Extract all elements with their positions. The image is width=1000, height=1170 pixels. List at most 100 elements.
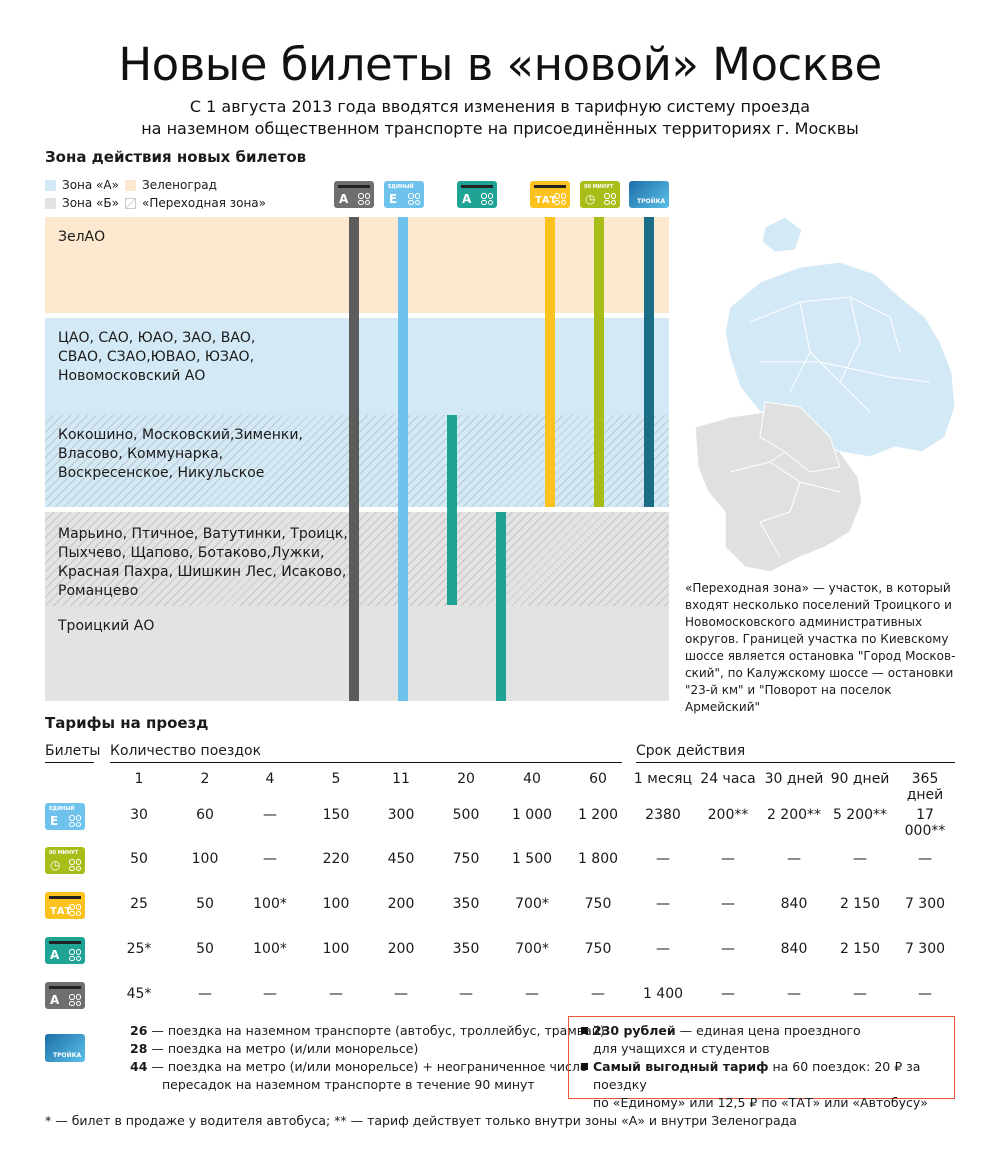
tariff-cell: 100: [322, 896, 350, 912]
tariff-cell: —: [263, 986, 277, 1002]
tariff-cell: 45*: [126, 986, 152, 1002]
troika-card-icon: ТРОЙКА: [45, 1034, 85, 1062]
band-label-zelao: ЗелАО: [58, 229, 106, 245]
col-validity: Срок действия: [636, 743, 746, 759]
tariff-cell: —: [721, 851, 735, 867]
subtitle-line-1: С 1 августа 2013 года вводятся изменения…: [189, 97, 811, 116]
tariff-cell: 750: [584, 941, 612, 957]
legend-zone-b: Зона «Б»: [45, 196, 119, 210]
tariff-cell: —: [918, 851, 932, 867]
troika-line-2: 28 — поездка на метро (и/или монорельсе): [130, 1041, 419, 1056]
tariff-cell: 300: [387, 807, 415, 823]
tariff-cell: 25*: [126, 941, 152, 957]
bar-teal-2: [496, 512, 506, 701]
tariff-cell: 100: [322, 941, 350, 957]
band-label-troitsky: Троицкий АО: [58, 618, 155, 634]
row-teal-icon: A: [45, 937, 85, 964]
row-minut-icon: 90 МИНУТ ◷: [45, 847, 85, 874]
tariff-cell: 200: [387, 941, 415, 957]
bar-edinyi: [398, 217, 408, 701]
tariff-cell: 1 400: [642, 986, 684, 1002]
troika-line-4: пересадок на наземном транспорте в течен…: [162, 1077, 535, 1092]
tariff-cell: 350: [452, 941, 480, 957]
tariff-cell: —: [394, 986, 408, 1002]
tariff-cell: 840: [780, 941, 808, 957]
legend-zone-a: Зона «А»: [45, 178, 119, 192]
legend-zelenograd: Зеленоград: [125, 178, 217, 192]
tariff-cell: 2380: [645, 807, 681, 823]
tariff-cell: 150: [322, 807, 350, 823]
subtitle-line-2: на наземном общественном транспорте на п…: [141, 119, 859, 138]
card-edinyi-icon: ЕДИНЫЙ E: [384, 181, 424, 208]
col-trips: Количество поездок: [110, 743, 262, 759]
col-header: 30 дней: [764, 771, 824, 787]
col-tickets: Билеты: [45, 743, 101, 759]
col-header: 5: [331, 771, 341, 787]
tariff-cell: 30: [130, 807, 148, 823]
tariff-cell: 700*: [515, 896, 549, 912]
col-header: 11: [392, 771, 410, 787]
troika-line-1: 26 — поездка на наземном транспорте (авт…: [130, 1023, 605, 1038]
tariff-cell: 1 500: [511, 851, 553, 867]
col-header: 40: [523, 771, 541, 787]
col-header: 4: [265, 771, 275, 787]
card-tat-icon: ТАТ: [530, 181, 570, 208]
band-label-transition-a: Кокошино, Московский,Зименки, Власово, К…: [58, 427, 303, 481]
col-header: 90 дней: [830, 771, 890, 787]
tariff-cell: —: [721, 941, 735, 957]
tariff-cell: 450: [387, 851, 415, 867]
tariff-cell: —: [656, 896, 670, 912]
bar-gray: [349, 217, 359, 701]
tariff-cell: —: [263, 851, 277, 867]
tariff-cell: —: [721, 896, 735, 912]
row-tat-icon: ТАТ: [45, 892, 85, 919]
col-header: 60: [589, 771, 607, 787]
underline-validity: [636, 762, 955, 763]
tariff-cell: 220: [322, 851, 350, 867]
tariff-cell: 100: [191, 851, 219, 867]
tariff-cell: —: [591, 986, 605, 1002]
col-header: 1 месяц: [633, 771, 693, 787]
tariff-cell: 5 200**: [832, 807, 888, 823]
info-students: 230 рублей — единая цена проездного для у…: [581, 1022, 942, 1058]
tariff-cell: 1 200: [577, 807, 619, 823]
tariff-cell: 2 150: [839, 941, 881, 957]
row-gray-icon: A: [45, 982, 85, 1009]
tariff-cell: —: [787, 986, 801, 1002]
col-header: 24 часа: [700, 771, 756, 787]
tariff-cell: —: [656, 941, 670, 957]
tariff-cell: —: [525, 986, 539, 1002]
col-header: 2: [200, 771, 210, 787]
tariff-cell: 25: [130, 896, 148, 912]
tariff-cell: —: [853, 986, 867, 1002]
tariff-cell: 2 150: [839, 896, 881, 912]
card-teal-icon: A: [457, 181, 497, 208]
card-minut-icon: 90 МИНУТ ◷: [580, 181, 620, 208]
tariff-cell: 1 800: [577, 851, 619, 867]
card-gray-icon: A: [334, 181, 374, 208]
bar-minut: [594, 217, 604, 507]
col-header: 365 дней: [906, 771, 944, 803]
tariff-cell: 50: [130, 851, 148, 867]
legend-transition: «Переходная зона»: [125, 196, 266, 210]
tariff-cell: —: [787, 851, 801, 867]
tariff-cell: 100*: [253, 896, 287, 912]
underline-trips: [110, 762, 622, 763]
tariff-cell: —: [853, 851, 867, 867]
tariff-cell: 100*: [253, 941, 287, 957]
row-edinyi-icon: ЕДИНЫЙ E: [45, 803, 85, 830]
troika-line-3: 44 — поездка на метро (и/или монорельсе)…: [130, 1059, 588, 1074]
tariff-cell: —: [263, 807, 277, 823]
page-title: Новые билеты в «новой» Москве: [118, 38, 882, 91]
tariff-cell: 2 200**: [766, 807, 822, 823]
tariff-cell: 500: [452, 807, 480, 823]
footnote: * — билет в продаже у водителя автобуса;…: [45, 1113, 797, 1128]
info-box: 230 рублей — единая цена проездного для у…: [568, 1016, 955, 1110]
tariff-cell: —: [918, 986, 932, 1002]
band-label-zone-a: ЦАО, САО, ЮАО, ЗАО, ВАО, СВАО, СЗАО,ЮВАО…: [58, 330, 256, 384]
bar-teal-1: [447, 415, 457, 605]
underline-tickets: [45, 762, 94, 763]
transition-zone-note: «Переходная зона» — участок, в который в…: [685, 581, 956, 714]
bar-tat: [545, 217, 555, 507]
band-label-transition-b: Марьино, Птичное, Ватутинки, Троицк, Пых…: [58, 526, 348, 599]
